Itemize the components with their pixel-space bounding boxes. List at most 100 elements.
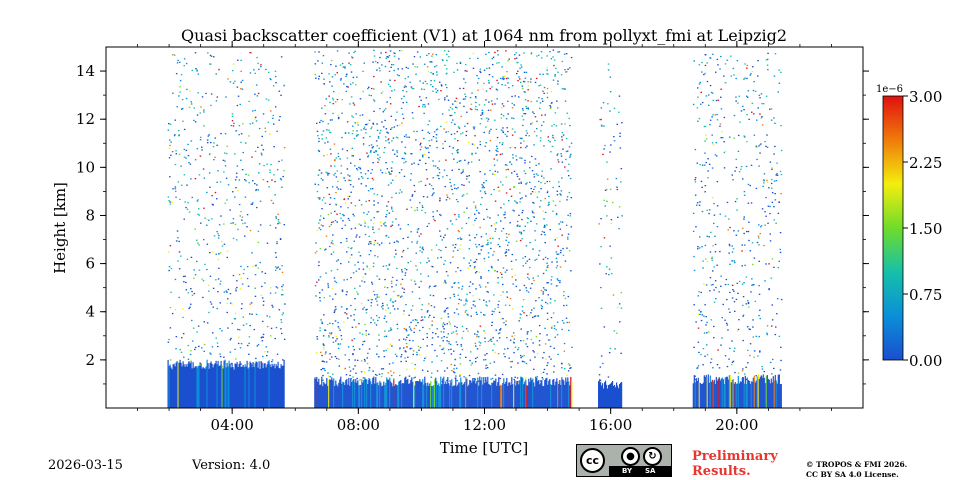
backscatter-point [758, 244, 760, 246]
backscatter-point [553, 327, 556, 330]
backscatter-point [183, 174, 186, 176]
backscatter-point [406, 346, 408, 348]
backscatter-point [499, 377, 502, 380]
backscatter-point [200, 106, 202, 108]
ground-layer-column [387, 381, 389, 408]
backscatter-point [326, 154, 328, 156]
backscatter-point [249, 303, 251, 305]
backscatter-point [355, 113, 357, 115]
ground-layer-column [263, 363, 265, 408]
ground-layer-column [357, 380, 359, 408]
backscatter-point [356, 130, 358, 132]
backscatter-point [203, 344, 206, 346]
backscatter-point [238, 329, 241, 331]
backscatter-point [446, 53, 448, 55]
backscatter-point [360, 183, 363, 185]
backscatter-point [475, 105, 477, 108]
backscatter-point [329, 197, 332, 199]
backscatter-point [262, 333, 265, 336]
backscatter-point [279, 222, 281, 224]
backscatter-point [491, 76, 494, 78]
backscatter-point [500, 294, 502, 296]
backscatter-point [411, 87, 413, 90]
backscatter-point [531, 309, 533, 311]
backscatter-point [502, 267, 505, 269]
backscatter-point [468, 141, 470, 144]
backscatter-point [246, 277, 249, 280]
backscatter-point [201, 278, 203, 280]
backscatter-point [446, 59, 448, 62]
backscatter-point [542, 371, 545, 373]
backscatter-point [776, 173, 778, 175]
backscatter-point [762, 185, 764, 187]
backscatter-point [452, 147, 454, 149]
backscatter-point [747, 362, 749, 364]
license-strip [609, 466, 671, 476]
ground-layer-column [469, 380, 471, 408]
backscatter-point [516, 220, 519, 223]
ground-layer-column [707, 374, 709, 408]
backscatter-point [360, 204, 363, 206]
backscatter-point [449, 297, 452, 299]
backscatter-point [606, 215, 608, 217]
backscatter-point [221, 245, 224, 247]
backscatter-point [345, 90, 348, 92]
backscatter-point [600, 355, 603, 357]
ground-layer-column [205, 366, 207, 408]
backscatter-point [531, 191, 534, 193]
backscatter-point [751, 111, 753, 113]
ground-layer-column [346, 379, 348, 408]
backscatter-point [465, 356, 467, 358]
ground-layer-column [216, 364, 218, 408]
backscatter-point [536, 55, 538, 57]
backscatter-point [321, 321, 323, 323]
backscatter-point [518, 54, 521, 56]
backscatter-point [348, 219, 351, 221]
backscatter-point [392, 149, 394, 151]
backscatter-point [539, 206, 541, 208]
backscatter-point [394, 79, 396, 82]
backscatter-point [610, 222, 612, 225]
ground-layer-column [167, 359, 169, 408]
backscatter-point [756, 158, 758, 161]
backscatter-point [761, 103, 763, 105]
backscatter-point [454, 100, 456, 102]
backscatter-point [601, 125, 603, 127]
backscatter-point [389, 79, 391, 81]
backscatter-point [618, 227, 620, 230]
ground-layer-column [342, 381, 344, 408]
backscatter-point [501, 373, 504, 376]
backscatter-point [430, 139, 433, 141]
backscatter-point [712, 99, 715, 101]
backscatter-point [538, 54, 540, 56]
backscatter-point [203, 111, 205, 113]
backscatter-point [231, 115, 234, 117]
backscatter-point [439, 200, 441, 202]
backscatter-point [425, 97, 428, 99]
backscatter-point [771, 178, 773, 181]
backscatter-point [532, 342, 534, 344]
backscatter-point [332, 341, 335, 343]
backscatter-point [412, 350, 415, 352]
backscatter-point [716, 119, 719, 121]
backscatter-point [352, 82, 354, 84]
backscatter-point [361, 333, 364, 335]
backscatter-point [511, 360, 513, 363]
backscatter-point [170, 267, 173, 270]
backscatter-point [346, 150, 349, 152]
backscatter-point [428, 260, 430, 262]
backscatter-point [481, 245, 484, 247]
backscatter-point [436, 71, 438, 73]
backscatter-point [495, 128, 498, 130]
backscatter-point [569, 215, 572, 217]
backscatter-point [545, 358, 547, 360]
backscatter-point [411, 194, 414, 196]
backscatter-point [206, 243, 209, 245]
ground-layer-column [694, 382, 696, 408]
backscatter-point [375, 150, 377, 153]
backscatter-point [240, 81, 242, 83]
backscatter-point [483, 314, 485, 316]
backscatter-point [265, 98, 268, 100]
backscatter-point [547, 294, 549, 296]
ground-layer-column [491, 382, 493, 408]
